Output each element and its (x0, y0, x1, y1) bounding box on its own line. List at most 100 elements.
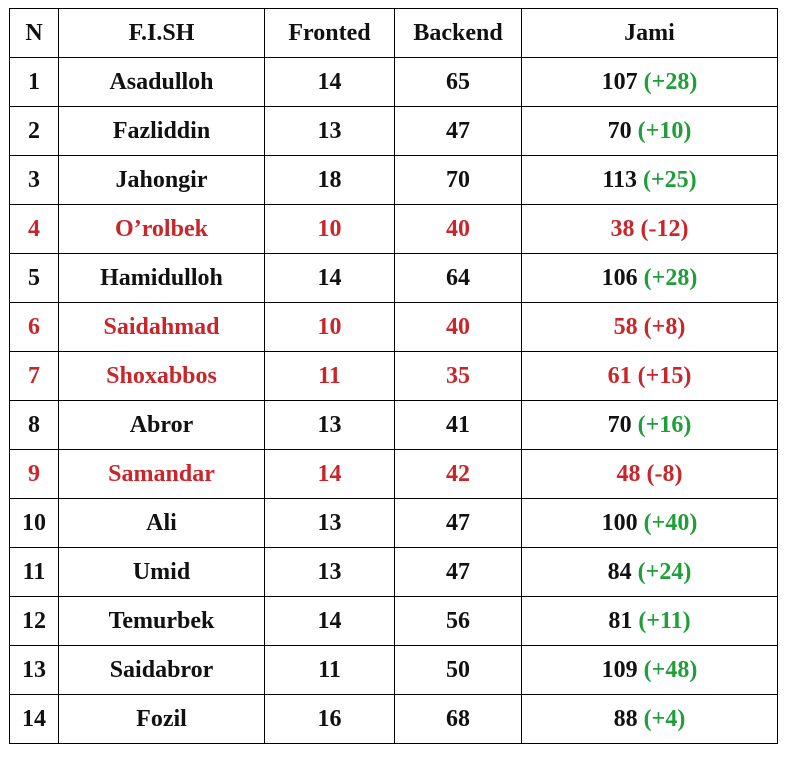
total-delta: (+11) (638, 607, 691, 634)
header-n: N (9, 8, 59, 58)
total-value: 48 (616, 460, 641, 487)
total-value: 38 (610, 215, 635, 242)
cell-backend: 50 (394, 645, 522, 695)
total-value: 81 (608, 607, 633, 634)
cell-total: 70 (+10) (521, 106, 778, 156)
cell-n: 10 (9, 498, 59, 548)
header-name: F.I.SH (58, 8, 265, 58)
cell-name: Temurbek (58, 596, 265, 646)
cell-backend: 56 (394, 596, 522, 646)
total-value: 88 (613, 705, 638, 732)
cell-total: 88 (+4) (521, 694, 778, 744)
header-backend: Backend (394, 8, 522, 58)
cell-name: Asadulloh (58, 57, 265, 107)
cell-n: 5 (9, 253, 59, 303)
total-delta: (+10) (637, 117, 692, 144)
cell-name: Ali (58, 498, 265, 548)
cell-n: 3 (9, 155, 59, 205)
total-value: 109 (601, 656, 638, 683)
total-value: 70 (607, 411, 632, 438)
cell-frontend: 18 (264, 155, 395, 205)
cell-backend: 70 (394, 155, 522, 205)
cell-backend: 42 (394, 449, 522, 499)
cell-total: 81 (+11) (521, 596, 778, 646)
cell-n: 6 (9, 302, 59, 352)
cell-frontend: 13 (264, 547, 395, 597)
cell-n: 1 (9, 57, 59, 107)
cell-backend: 47 (394, 498, 522, 548)
cell-n: 4 (9, 204, 59, 254)
total-delta: (+15) (637, 362, 692, 389)
cell-n: 11 (9, 547, 59, 597)
cell-frontend: 16 (264, 694, 395, 744)
total-delta: (-12) (640, 215, 689, 242)
table-row: 2 Fazliddin 13 47 70 (+10) (9, 106, 778, 156)
cell-n: 8 (9, 400, 59, 450)
cell-frontend: 14 (264, 253, 395, 303)
cell-total: 107 (+28) (521, 57, 778, 107)
total-delta: (+28) (643, 264, 698, 291)
total-delta: (+25) (643, 166, 697, 193)
cell-backend: 65 (394, 57, 522, 107)
cell-frontend: 14 (264, 596, 395, 646)
cell-n: 7 (9, 351, 59, 401)
total-value: 106 (601, 264, 638, 291)
cell-name: O’rolbek (58, 204, 265, 254)
table-row: 8 Abror 13 41 70 (+16) (9, 400, 778, 450)
cell-name: Samandar (58, 449, 265, 499)
cell-total: 106 (+28) (521, 253, 778, 303)
total-value: 58 (613, 313, 638, 340)
cell-n: 9 (9, 449, 59, 499)
cell-backend: 64 (394, 253, 522, 303)
cell-backend: 40 (394, 302, 522, 352)
cell-name: Umid (58, 547, 265, 597)
table-row: 5 Hamidulloh 14 64 106 (+28) (9, 253, 778, 303)
cell-total: 48 (-8) (521, 449, 778, 499)
cell-frontend: 13 (264, 498, 395, 548)
cell-frontend: 14 (264, 449, 395, 499)
table-header: N F.I.SH Fronted Backend Jami (9, 8, 778, 58)
total-value: 113 (602, 166, 637, 193)
cell-backend: 40 (394, 204, 522, 254)
total-value: 70 (607, 117, 632, 144)
cell-total: 100 (+40) (521, 498, 778, 548)
total-value: 84 (607, 558, 632, 585)
cell-frontend: 11 (264, 351, 395, 401)
header-frontend: Fronted (264, 8, 395, 58)
total-delta: (+28) (643, 68, 698, 95)
total-delta: (+8) (643, 313, 686, 340)
total-delta: (+4) (643, 705, 686, 732)
cell-backend: 47 (394, 547, 522, 597)
cell-n: 12 (9, 596, 59, 646)
table-row: 10 Ali 13 47 100 (+40) (9, 498, 778, 548)
cell-n: 13 (9, 645, 59, 695)
cell-frontend: 10 (264, 204, 395, 254)
cell-frontend: 13 (264, 106, 395, 156)
total-delta: (+40) (643, 509, 698, 536)
table-row: 12 Temurbek 14 56 81 (+11) (9, 596, 778, 646)
cell-frontend: 14 (264, 57, 395, 107)
total-delta: (+24) (637, 558, 692, 585)
cell-name: Fazliddin (58, 106, 265, 156)
score-table: N F.I.SH Fronted Backend Jami 1 Asadulloh… (9, 8, 778, 744)
table-body: 1 Asadulloh 14 65 107 (+28) 2 Fazliddin 13 47 70 … (9, 57, 778, 744)
cell-total: 113 (+25) (521, 155, 778, 205)
cell-name: Jahongir (58, 155, 265, 205)
header-total: Jami (521, 8, 778, 58)
cell-total: 109 (+48) (521, 645, 778, 695)
cell-name: Saidabror (58, 645, 265, 695)
table-row: 6 Saidahmad 10 40 58 (+8) (9, 302, 778, 352)
cell-total: 84 (+24) (521, 547, 778, 597)
cell-total: 70 (+16) (521, 400, 778, 450)
cell-total: 61 (+15) (521, 351, 778, 401)
cell-n: 2 (9, 106, 59, 156)
cell-total: 38 (-12) (521, 204, 778, 254)
table-row: 1 Asadulloh 14 65 107 (+28) (9, 57, 778, 107)
cell-frontend: 13 (264, 400, 395, 450)
cell-name: Saidahmad (58, 302, 265, 352)
table-row: 4 O’rolbek 10 40 38 (-12) (9, 204, 778, 254)
cell-name: Abror (58, 400, 265, 450)
total-delta: (-8) (646, 460, 683, 487)
table-row: 14 Fozil 16 68 88 (+4) (9, 694, 778, 744)
cell-n: 14 (9, 694, 59, 744)
